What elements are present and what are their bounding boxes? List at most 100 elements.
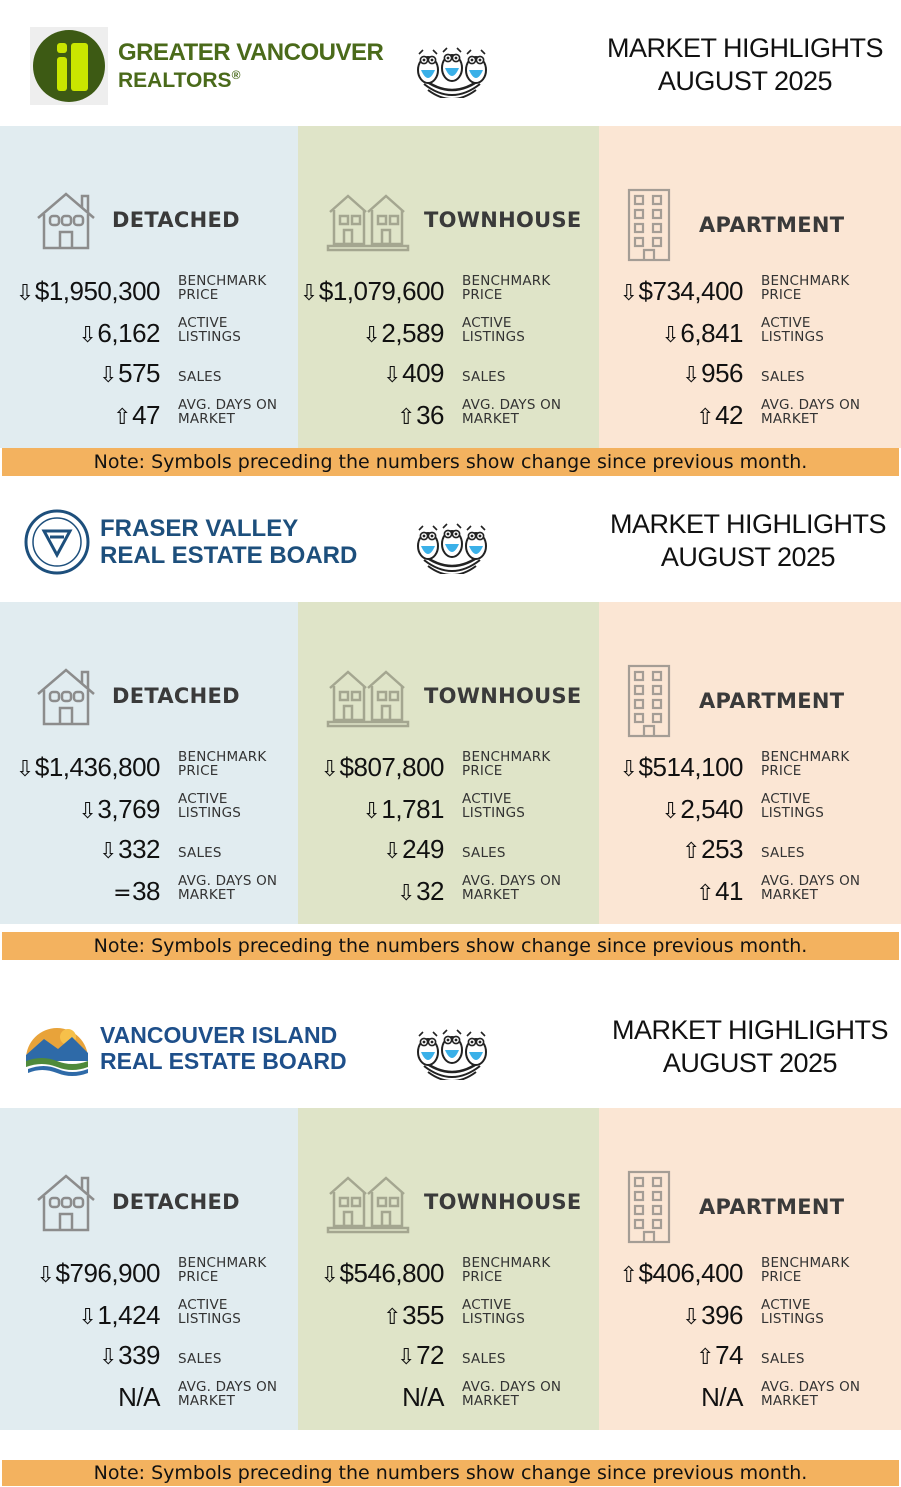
- change-symbol-icon: ⇩: [320, 1263, 339, 1288]
- change-symbol-icon: ⇩: [15, 757, 34, 782]
- metric-value: ⇩$546,800: [320, 1256, 445, 1293]
- change-symbol-icon: ⇩: [397, 881, 416, 906]
- metric-sales: ⇩339 SALES: [0, 1338, 300, 1378]
- metric-value: ⇩1,424: [78, 1298, 160, 1335]
- townhouse-icon: [326, 188, 410, 252]
- metric-number: 36: [416, 400, 444, 430]
- property-columns: DETACHED ⇩$796,900 BENCHMARK PRICE ⇩1,424 ACT…: [0, 1108, 901, 1430]
- property-type-detached: DETACHED: [34, 664, 240, 728]
- metric-sales: ⇩249 SALES: [298, 832, 598, 872]
- metric-label-line: BENCHMARK: [178, 749, 267, 765]
- metric-label: ACTIVE LISTINGS: [462, 792, 525, 820]
- house-icon: [34, 664, 98, 728]
- metric-active: ⇧355 ACTIVE LISTINGS: [298, 1298, 598, 1338]
- townhouse-icon: [326, 664, 410, 728]
- note-banner: Note: Symbols preceding the numbers show…: [2, 932, 899, 960]
- change-symbol-icon: ⇩: [320, 757, 339, 782]
- metric-number: N/A: [701, 1382, 743, 1412]
- board-name-line1: VANCOUVER ISLAND: [100, 1021, 338, 1048]
- metric-number: 6,841: [680, 318, 743, 348]
- metric-number: 38: [132, 876, 160, 906]
- change-symbol-icon: ⇧: [397, 405, 416, 430]
- property-type-townhouse: TOWNHOUSE: [326, 188, 582, 252]
- metric-value: ⇩$796,900: [37, 1256, 161, 1293]
- column-apartment: APARTMENT ⇧$406,400 BENCHMARK PRICE ⇩396 ACTI…: [599, 1108, 901, 1430]
- metric-benchmark: ⇩$1,079,600 BENCHMARK PRICE: [298, 274, 598, 314]
- metric-value: ⇩72: [397, 1338, 444, 1375]
- metric-sales: ⇩575 SALES: [0, 356, 300, 396]
- change-symbol-icon: ⇧: [696, 881, 715, 906]
- fvreb-logo: FRASER VALLEY REAL ESTATE BOARD: [24, 502, 357, 582]
- metric-label-line: AVG. DAYS ON: [761, 873, 861, 889]
- metric-value: ⇩956: [682, 356, 743, 393]
- metric-label-line: AVG. DAYS ON: [462, 873, 562, 889]
- property-type-label: APARTMENT: [699, 213, 845, 237]
- metric-number: 249: [402, 834, 444, 864]
- metric-value: ⇩$514,100: [620, 750, 744, 787]
- metric-value: ⇩249: [383, 832, 444, 869]
- metric-label: ACTIVE LISTINGS: [761, 1298, 824, 1326]
- property-type-detached: DETACHED: [34, 188, 240, 252]
- metric-label-line: MARKET: [761, 887, 819, 903]
- change-symbol-icon: ⇩: [362, 323, 381, 348]
- metric-label-line: AVG. DAYS ON: [761, 397, 861, 413]
- metric-label-line: PRICE: [761, 763, 802, 779]
- metric-label-line: BENCHMARK: [761, 273, 850, 289]
- metric-label-line: LISTINGS: [761, 805, 825, 821]
- registered-mark: ®: [231, 68, 241, 83]
- metric-number: $514,100: [638, 752, 744, 782]
- metric-sales: ⇩409 SALES: [298, 356, 598, 396]
- metric-label: SALES: [178, 846, 222, 860]
- change-symbol-icon: ⇩: [682, 1305, 701, 1330]
- change-symbol-icon: ⇩: [299, 281, 318, 306]
- metric-label-line: ACTIVE: [462, 791, 512, 807]
- metric-label: BENCHMARK PRICE: [178, 750, 266, 778]
- apartment-building-icon: [625, 188, 673, 262]
- metric-label-line: AVG. DAYS ON: [178, 873, 278, 889]
- metric-label-line: ACTIVE: [761, 1297, 811, 1313]
- board-name-line1: GREATER VANCOUVER: [118, 38, 384, 66]
- metric-label-line: MARKET: [178, 887, 236, 903]
- metric-label-line: SALES: [178, 369, 222, 385]
- metric-value: ⇩2,589: [362, 316, 444, 353]
- property-type-apartment: APARTMENT: [625, 188, 844, 262]
- metric-label: AVG. DAYS ON MARKET: [761, 1380, 860, 1408]
- metric-value: ⇩339: [99, 1338, 160, 1375]
- metric-benchmark: ⇩$546,800 BENCHMARK PRICE: [298, 1256, 598, 1296]
- metric-label-line: PRICE: [178, 763, 219, 779]
- metric-number: $406,400: [638, 1258, 744, 1288]
- market-highlights-heading: MARKET HIGHLIGHTS AUGUST 2025: [610, 508, 887, 574]
- metric-sales: ⇩72 SALES: [298, 1338, 598, 1378]
- change-symbol-icon: ⇩: [661, 799, 680, 824]
- metric-number: N/A: [118, 1382, 160, 1412]
- board-name-line2: REAL ESTATE BOARD: [100, 1048, 347, 1074]
- board-section-vireb: VANCOUVER ISLAND REAL ESTATE BOARD MARKE…: [0, 982, 901, 1486]
- gvr-logo-icon: [30, 27, 108, 105]
- house-icon: [34, 188, 98, 252]
- metric-label: SALES: [761, 370, 805, 384]
- metric-label: AVG. DAYS ON MARKET: [462, 874, 561, 902]
- column-detached: DETACHED ⇩$1,436,800 BENCHMARK PRICE ⇩3,769 A…: [0, 602, 298, 924]
- townhouse-icon: [326, 1170, 410, 1234]
- metric-label: AVG. DAYS ON MARKET: [462, 398, 561, 426]
- highlights-date: AUGUST 2025: [657, 66, 833, 96]
- metric-number: 339: [118, 1340, 160, 1370]
- metric-sales: ⇧74 SALES: [599, 1338, 899, 1378]
- metric-label-line: ACTIVE: [178, 315, 228, 331]
- metric-number: 396: [701, 1300, 743, 1330]
- metric-number: 332: [118, 834, 160, 864]
- metric-active: ⇩6,162 ACTIVE LISTINGS: [0, 316, 300, 356]
- metric-label: BENCHMARK PRICE: [178, 274, 266, 302]
- metric-number: 409: [402, 358, 444, 388]
- metric-label-line: BENCHMARK: [178, 273, 267, 289]
- metric-label-line: MARKET: [178, 411, 236, 427]
- metric-label: BENCHMARK PRICE: [761, 750, 849, 778]
- metric-label-line: ACTIVE: [178, 1297, 228, 1313]
- owl-nest-icon: [417, 47, 487, 100]
- metric-value: N/A: [700, 1380, 743, 1417]
- metric-label: SALES: [462, 370, 506, 384]
- metric-sales: ⇩956 SALES: [599, 356, 899, 396]
- metric-active: ⇩2,589 ACTIVE LISTINGS: [298, 316, 598, 356]
- metric-label-line: PRICE: [462, 763, 503, 779]
- metric-days: ⇧36 AVG. DAYS ON MARKET: [298, 398, 598, 438]
